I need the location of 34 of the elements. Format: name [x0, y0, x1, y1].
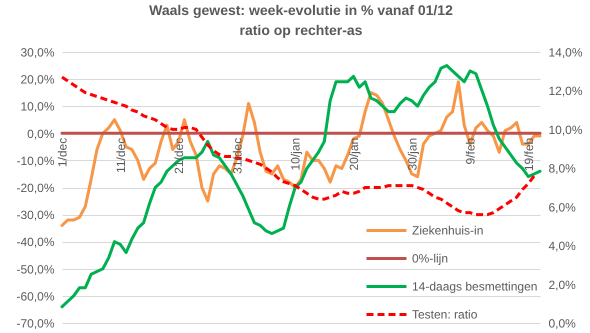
x-tick-label: 30/jan — [405, 138, 420, 171]
legend-label: 0%-lijn — [412, 252, 448, 266]
y-tick-label: 10,0% — [20, 100, 55, 114]
y-tick-label: -10,0% — [16, 154, 55, 168]
y2-tick-label: 4,0% — [548, 239, 576, 254]
y2-tick-label: 14,0% — [548, 46, 583, 60]
y-tick-label: 30,0% — [20, 46, 55, 60]
y2-tick-label: 10,0% — [548, 122, 583, 137]
y2-tick-label: 6,0% — [548, 200, 576, 214]
y-tick-label: -40,0% — [16, 235, 55, 250]
y2-tick-label: 12,0% — [548, 84, 583, 98]
chart-subtitle: ratio op rechter-as — [240, 22, 363, 38]
x-tick-label: 31/dec — [230, 138, 244, 174]
legend-label: Ziekenhuis-in — [412, 224, 484, 238]
y-tick-label: -60,0% — [16, 289, 55, 304]
y-tick-label: -30,0% — [16, 208, 55, 222]
x-tick-label: 10/jan — [288, 138, 303, 171]
y2-tick-label: 0,0% — [548, 316, 576, 330]
y2-tick-label: 8,0% — [548, 162, 576, 176]
chart-title: Waals gewest: week-evolutie in % vanaf 01/12 — [149, 2, 454, 18]
y-tick-label: -20,0% — [16, 181, 55, 195]
y-tick-label: 0,0% — [27, 126, 55, 141]
legend-label: Testen: ratio — [412, 308, 478, 322]
x-tick-label: 11/dec — [114, 138, 128, 173]
legend-label: 14-daags besmettingen — [412, 280, 538, 294]
y-tick-label: 20,0% — [20, 72, 55, 87]
y2-tick-label: 2,0% — [548, 278, 576, 292]
y-tick-label: -50,0% — [16, 262, 55, 276]
x-tick-label: 1/dec — [56, 138, 70, 168]
y-tick-label: -70,0% — [16, 316, 55, 330]
x-tick-label: 19/feb — [522, 137, 536, 172]
x-tick-label: 20/jan — [346, 138, 361, 171]
x-tick-label: 21/dec — [172, 138, 186, 174]
x-tick-label: 9/feb — [464, 137, 478, 165]
